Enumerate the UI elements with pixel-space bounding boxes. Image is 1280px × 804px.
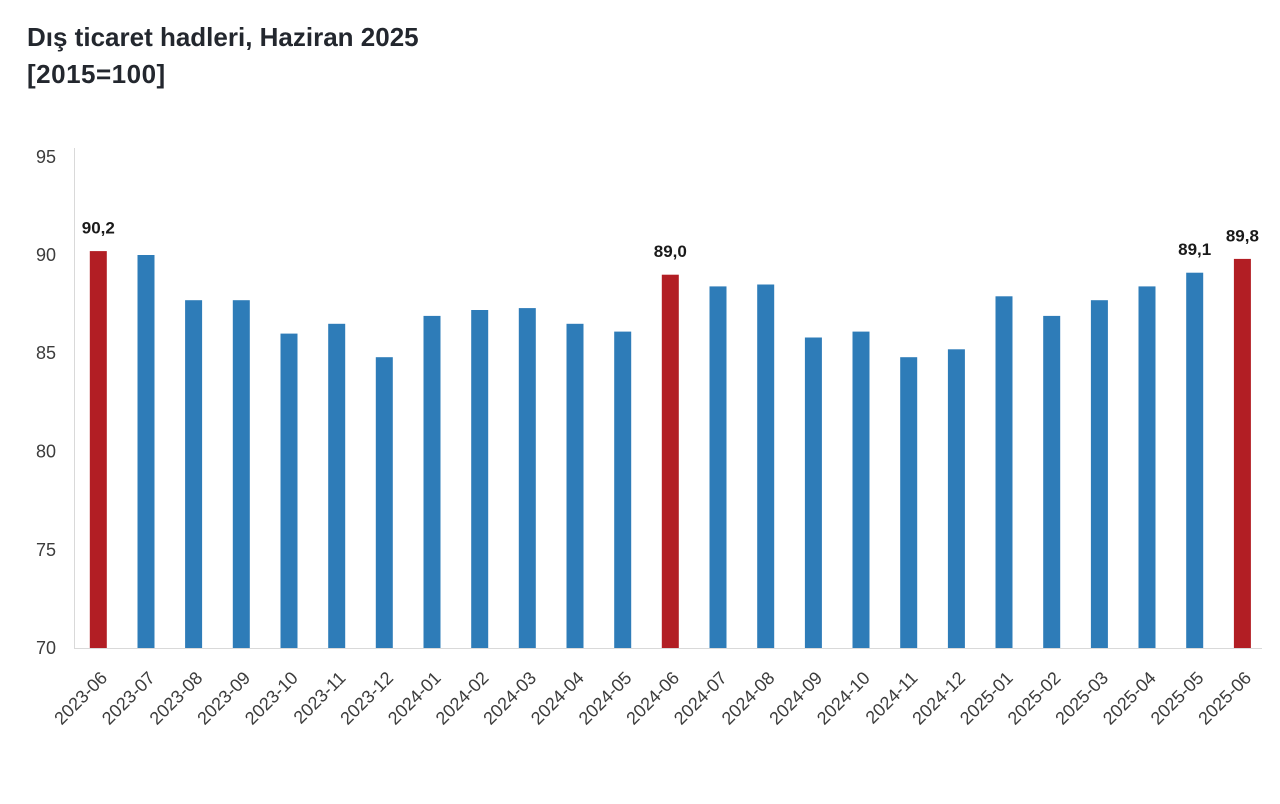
svg-text:85: 85: [36, 343, 56, 363]
svg-text:75: 75: [36, 540, 56, 560]
svg-text:2024-10: 2024-10: [813, 668, 874, 729]
svg-text:89,8: 89,8: [1226, 226, 1259, 245]
svg-text:2025-06: 2025-06: [1194, 668, 1255, 729]
svg-text:90: 90: [36, 245, 56, 265]
svg-text:89,0: 89,0: [654, 242, 687, 261]
svg-text:80: 80: [36, 442, 56, 462]
svg-text:95: 95: [36, 147, 56, 167]
svg-text:89,1: 89,1: [1178, 240, 1211, 259]
svg-text:70: 70: [36, 638, 56, 658]
svg-text:90,2: 90,2: [82, 219, 115, 238]
svg-text:2023-10: 2023-10: [241, 668, 302, 729]
